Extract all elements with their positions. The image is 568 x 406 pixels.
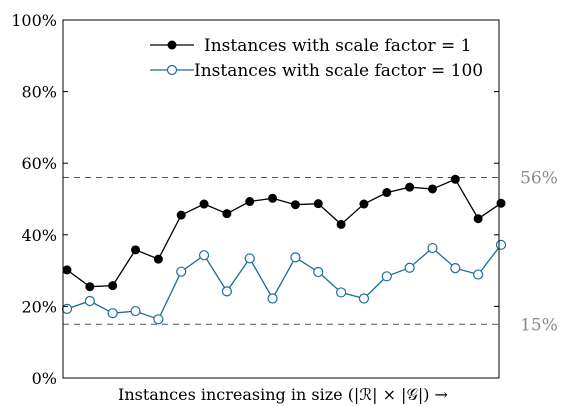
legend-label-series-2: Instances with scale factor = 100 — [194, 61, 483, 81]
series-2-point — [450, 262, 461, 274]
legend-label-series-1: Instances with scale factor = 1 — [204, 36, 471, 56]
series-2-point — [427, 242, 438, 254]
x-axis-label: Instances increasing in size (|ℛ| × |𝒢|)… — [118, 385, 448, 404]
series-1-point — [359, 199, 369, 209]
series-1-point — [450, 174, 460, 184]
series-2-point — [313, 266, 324, 278]
series-2-point — [198, 250, 210, 261]
series-1-point — [405, 182, 415, 192]
series-2-point — [153, 314, 164, 325]
series-2-point — [473, 269, 484, 280]
series-2-point — [290, 252, 301, 263]
legend-marker-series-2 — [166, 64, 178, 76]
series-2-point — [221, 286, 232, 297]
series-2-point — [107, 308, 118, 319]
series-1-point — [268, 193, 278, 203]
series-2-point — [381, 271, 392, 282]
y-tick-label: 0% — [32, 369, 57, 388]
series-2-point — [176, 266, 187, 277]
y-axis: 0% 20% 40% 60% 80% 100% — [11, 11, 499, 388]
series-1-point — [108, 281, 118, 291]
series-1-point — [290, 200, 300, 210]
series-1-point — [85, 282, 95, 292]
series-2-point — [495, 239, 507, 250]
series-2-point — [244, 253, 255, 264]
series-1-point — [62, 265, 72, 275]
y-tick-label: 60% — [21, 154, 57, 173]
series-2-point — [404, 262, 415, 273]
legend-box — [140, 30, 488, 86]
series-1-point — [313, 199, 323, 209]
legend-marker-series-1 — [167, 40, 177, 50]
y-tick-label: 40% — [21, 226, 57, 245]
series-1-point — [131, 245, 141, 255]
series-2-point — [84, 295, 95, 307]
legend: Instances with scale factor = 1 Instance… — [140, 30, 488, 86]
y-tick-label: 100% — [11, 11, 57, 30]
series-1-point — [382, 188, 392, 198]
reference-lines: 56% 15% — [63, 169, 558, 335]
reference-label-2: 15% — [520, 315, 558, 335]
series-2-point — [61, 303, 73, 315]
series-1-point — [427, 184, 437, 194]
series-1-point — [473, 214, 483, 224]
series-1-point — [245, 197, 255, 207]
y-tick-label: 20% — [21, 297, 57, 316]
series-1-point — [222, 209, 232, 219]
plot-frame — [62, 19, 500, 379]
series-2-point — [358, 293, 370, 304]
series-layer — [61, 174, 507, 325]
series-line-1 — [66, 178, 502, 288]
series-1-point — [199, 199, 209, 209]
series-2-point — [267, 293, 278, 304]
reference-label-1: 56% — [520, 169, 558, 189]
series-1-point — [153, 254, 163, 264]
series-1-point — [496, 198, 506, 208]
y-tick-label: 80% — [21, 83, 57, 102]
series-2-point — [336, 287, 347, 298]
series-1-point — [176, 210, 186, 220]
series-1-point — [336, 219, 346, 229]
series-2-point — [130, 305, 141, 317]
